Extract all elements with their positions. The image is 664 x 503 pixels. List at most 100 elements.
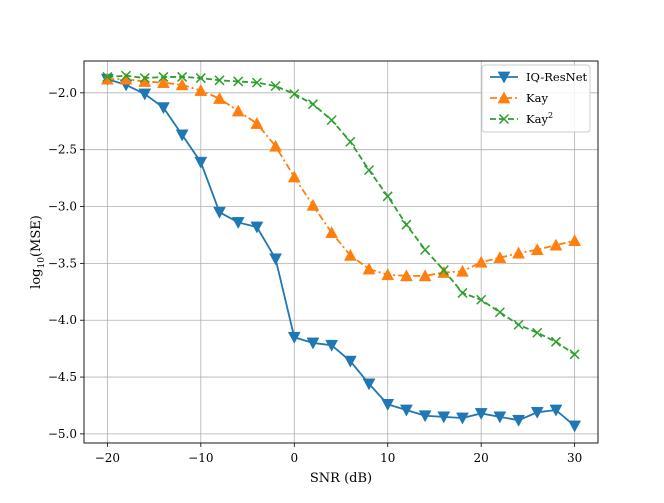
data-point (474, 408, 488, 420)
x-tick-label: 0 (290, 451, 298, 465)
data-point (568, 420, 582, 433)
series-2 (102, 70, 580, 360)
x-marker-stroke (251, 77, 262, 88)
data-point (250, 221, 264, 234)
legend-marker (498, 113, 510, 125)
data-point (175, 78, 189, 91)
legend: IQ-ResNet Kay Kay2 (481, 64, 591, 133)
data-point (139, 73, 150, 84)
data-point (399, 404, 413, 417)
x-marker-stroke (476, 294, 487, 305)
x-marker-stroke (270, 80, 281, 92)
x-marker-stroke (158, 71, 169, 82)
data-point (493, 251, 507, 264)
data-point (418, 410, 432, 423)
data-point (138, 88, 152, 101)
data-point (568, 234, 582, 246)
legend-label: Kay2 (526, 111, 553, 126)
data-point (326, 115, 337, 126)
data-point (157, 76, 170, 88)
y-axis-label: log10(MSE) (29, 215, 47, 289)
data-point (158, 71, 169, 82)
data-point (438, 265, 449, 276)
legend-label: IQ-ResNet (526, 70, 588, 84)
x-axis-label: SNR (dB) (310, 471, 372, 486)
x-marker-stroke (569, 349, 580, 360)
data-point (343, 248, 357, 261)
data-point (494, 307, 505, 318)
x-marker-stroke (532, 327, 543, 338)
x-marker-stroke (121, 70, 132, 81)
legend-label-superscript: 2 (548, 111, 553, 120)
data-point (287, 331, 301, 344)
series-lines (100, 70, 582, 433)
x-tick-label: 20 (474, 451, 489, 465)
x-marker-stroke (326, 115, 337, 126)
data-point (474, 255, 488, 268)
y-tick-label: −5.0 (48, 427, 77, 441)
x-marker-stroke (382, 191, 393, 202)
x-marker-stroke (550, 336, 561, 347)
data-point (512, 414, 525, 427)
y-tick-label: −3.5 (48, 256, 77, 270)
x-marker-stroke (289, 88, 300, 100)
y-tick-label: −3.0 (48, 200, 77, 214)
data-point (306, 337, 320, 350)
x-marker-stroke (494, 307, 505, 318)
data-point (381, 398, 395, 411)
data-point (194, 156, 208, 169)
y-axis-label-rest: (MSE) (29, 215, 44, 257)
data-point (530, 243, 544, 256)
y-tick-label: −2.0 (48, 86, 77, 100)
data-point (306, 198, 320, 211)
data-point (401, 219, 412, 230)
data-point (549, 404, 563, 417)
data-point (214, 75, 225, 86)
data-point (437, 411, 451, 424)
data-point (532, 327, 543, 338)
x-marker-stroke (177, 71, 188, 82)
data-point (289, 88, 300, 100)
data-point (399, 269, 413, 282)
legend-marker (497, 91, 511, 104)
legend-label-text: Kay (526, 91, 548, 105)
data-point (381, 268, 395, 281)
data-point (420, 244, 431, 255)
data-point (121, 70, 132, 81)
data-point (195, 73, 206, 84)
x-marker-stroke (420, 244, 431, 255)
legend-item: Kay2 (490, 111, 553, 126)
legend-box (481, 64, 591, 133)
data-point (102, 71, 113, 82)
data-point (456, 264, 469, 277)
data-point (530, 406, 544, 419)
data-point (382, 191, 393, 202)
data-point (270, 80, 281, 92)
data-point (550, 336, 561, 347)
legend-item: IQ-ResNet (490, 70, 588, 84)
data-point (345, 136, 356, 147)
x-marker-stroke (139, 73, 150, 84)
data-point (307, 99, 318, 110)
legend-item: Kay (490, 91, 548, 105)
legend-marker (497, 71, 511, 84)
x-marker-stroke (195, 73, 206, 84)
data-point (269, 253, 283, 266)
data-point (343, 355, 357, 368)
x-marker-stroke (345, 136, 356, 147)
y-axis-label-base: log (29, 269, 44, 289)
data-point (512, 246, 525, 259)
axis-ticks: −20 −10 0 10 20 30 −2.0 −2.5 −3.0 −3.5 −4.0 −4.5 −5.… (48, 86, 582, 465)
series-1 (100, 72, 582, 282)
x-tick-label: 30 (567, 451, 582, 465)
x-marker-stroke (457, 287, 468, 298)
data-point (269, 139, 283, 152)
x-marker-stroke (498, 113, 510, 125)
data-point (213, 91, 226, 104)
legend-label: Kay (526, 91, 548, 105)
data-point (157, 102, 170, 115)
x-tick-label: 10 (380, 451, 395, 465)
data-point (177, 71, 188, 82)
data-point (456, 412, 469, 425)
